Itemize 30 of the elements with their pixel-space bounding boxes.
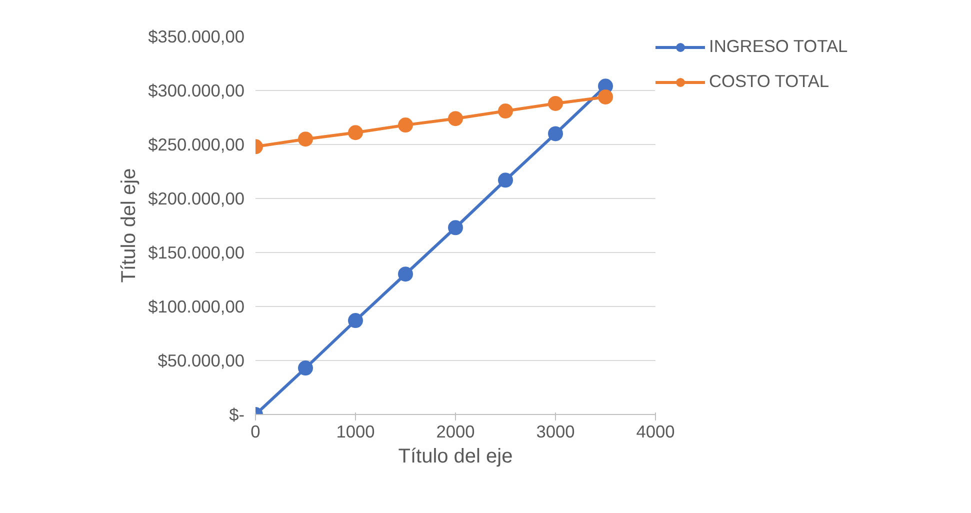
y-tick-label: $200.000,00 (148, 188, 245, 208)
x-tick-label: 2000 (436, 422, 475, 442)
y-tick-label: $300.000,00 (148, 80, 245, 100)
point (498, 172, 513, 188)
y-axis-title: Título del eje (118, 168, 140, 283)
legend-label: COSTO TOTAL (709, 71, 830, 92)
x-tick-label: 3000 (536, 422, 575, 442)
point (348, 125, 363, 140)
x-axis-title: Título del eje (398, 446, 513, 468)
x-tick-label: 0 (250, 422, 260, 442)
x-tick-label: 1000 (336, 422, 375, 442)
point (298, 132, 313, 147)
point (298, 360, 313, 376)
point (348, 313, 363, 328)
y-tick-label: $- (229, 404, 245, 424)
point (448, 220, 463, 236)
point (448, 111, 463, 126)
y-tick-label: $350.000,00 (148, 26, 245, 46)
legend-label: INGRESO TOTAL (709, 36, 848, 57)
point (548, 96, 563, 111)
point (398, 266, 413, 282)
y-tick-label: $50.000,00 (158, 350, 245, 370)
point (398, 118, 413, 133)
point (498, 104, 513, 119)
x-tick-label: 4000 (636, 422, 675, 442)
y-tick-label: $100.000,00 (148, 296, 245, 316)
y-tick-label: $150.000,00 (148, 242, 245, 262)
point (548, 126, 563, 142)
point (598, 89, 613, 104)
y-tick-label: $250.000,00 (148, 134, 245, 154)
